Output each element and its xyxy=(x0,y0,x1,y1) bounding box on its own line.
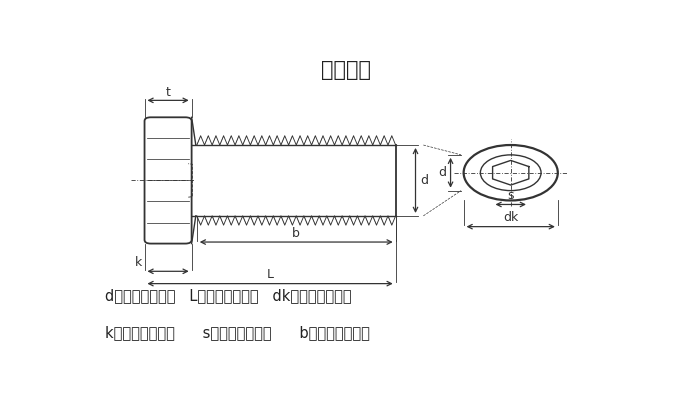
Text: d: d xyxy=(438,166,446,179)
Text: s: s xyxy=(508,189,514,202)
Text: L: L xyxy=(267,268,273,282)
Text: k: k xyxy=(135,256,142,270)
Text: k：代表头部厚度      s：代表六角对边      b：代表螺纹长度: k：代表头部厚度 s：代表六角对边 b：代表螺纹长度 xyxy=(105,325,370,340)
Text: t: t xyxy=(165,86,171,99)
Text: b: b xyxy=(292,227,300,240)
Text: 产品测量: 产品测量 xyxy=(321,60,371,80)
Text: dk: dk xyxy=(503,212,518,224)
Text: d：代表螺纹直径   L：代表螺杆长度   dk：代表头部直径: d：代表螺纹直径 L：代表螺杆长度 dk：代表头部直径 xyxy=(105,288,352,303)
FancyBboxPatch shape xyxy=(144,117,192,244)
Text: d: d xyxy=(421,174,429,187)
